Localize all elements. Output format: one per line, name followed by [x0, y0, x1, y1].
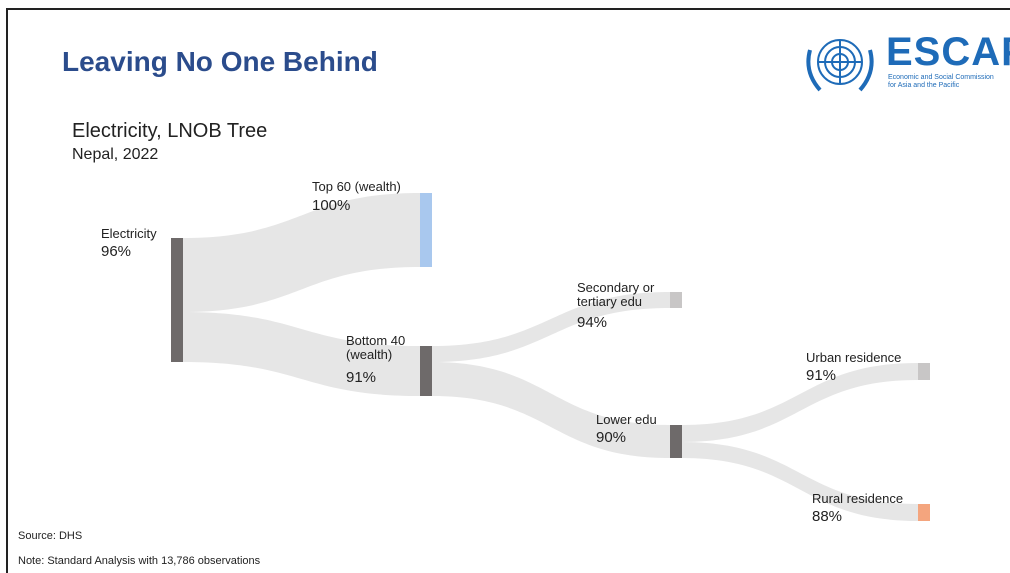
node-value-urban: 91% — [806, 367, 837, 384]
chart-title: Electricity, LNOB Tree — [72, 120, 268, 142]
node-label-secondary: Secondary or tertiary edu — [577, 280, 655, 309]
node-value-top60: 100% — [312, 197, 351, 214]
node-label-electricity: Electricity — [101, 226, 157, 241]
flow-loweredu-urban — [682, 363, 918, 442]
node-label-loweredu: Lower edu — [596, 412, 657, 427]
flow-electricity-top60 — [183, 193, 420, 312]
node-value-bottom40: 91% — [346, 369, 377, 386]
node-bar-loweredu — [670, 425, 682, 458]
node-bar-bottom40 — [420, 346, 432, 396]
node-bar-electricity — [171, 238, 183, 362]
slide-frame — [6, 8, 1010, 573]
flow-bottom40-secondary — [432, 292, 670, 362]
node-bar-secondary — [670, 292, 682, 308]
node-bar-top60 — [420, 193, 432, 267]
node-label-top60: Top 60 (wealth) — [312, 179, 401, 194]
un-emblem-icon — [806, 39, 874, 92]
logo-name: ESCAP — [886, 30, 1010, 74]
logo-subtitle-line2: for Asia and the Pacific — [888, 82, 960, 89]
node-value-rural: 88% — [812, 508, 843, 525]
node-label-urban: Urban residence — [806, 350, 902, 365]
flow-loweredu-rural — [682, 442, 918, 521]
node-value-electricity: 96% — [101, 243, 132, 260]
node-value-loweredu: 90% — [596, 429, 627, 446]
node-bar-urban — [918, 363, 930, 380]
flow-electricity-bottom40 — [183, 312, 420, 396]
node-label-bottom40: Bottom 40 (wealth) — [346, 333, 406, 362]
observation-note: Note: Standard Analysis with 13,786 obse… — [18, 555, 261, 567]
node-value-secondary: 94% — [577, 314, 608, 331]
chart-subtitle: Nepal, 2022 — [72, 146, 159, 163]
slide-title: Leaving No One Behind — [62, 46, 378, 77]
source-note: Source: DHS — [18, 530, 83, 542]
flow-bottom40-loweredu — [432, 362, 670, 458]
logo-subtitle-line1: Economic and Social Commission — [888, 74, 994, 81]
node-bar-rural — [918, 504, 930, 521]
node-label-rural: Rural residence — [812, 491, 904, 506]
logo-subtitle: Economic and Social Commission for Asia … — [888, 74, 994, 90]
